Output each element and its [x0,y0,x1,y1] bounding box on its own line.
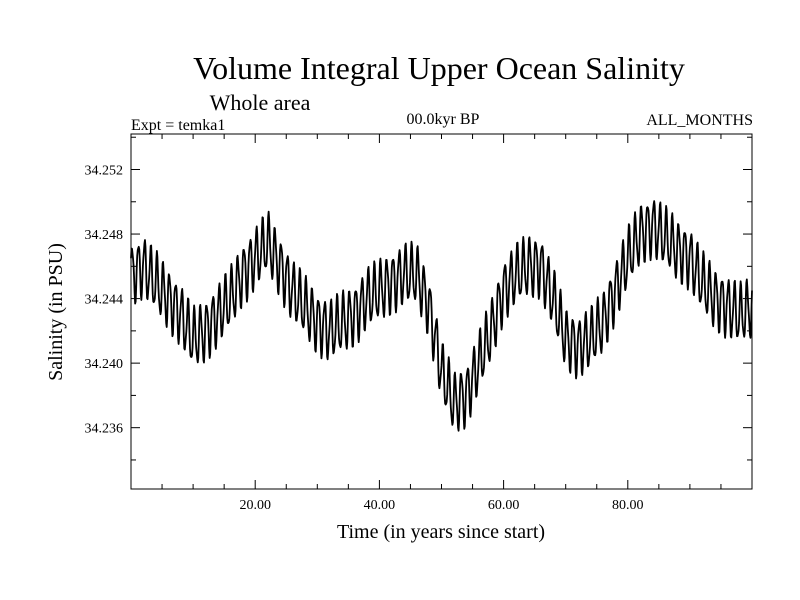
y-tick-label: 34.236 [85,422,124,437]
salinity-line [130,200,753,432]
y-tick-label: 34.244 [85,293,124,308]
experiment-label: Expt = temka1 [131,117,225,134]
chart-title: Volume Integral Upper Ocean Salinity [193,50,685,86]
x-tick-label: 40.00 [364,498,396,513]
x-tick-label: 20.00 [239,498,271,513]
chart-subtitle: Whole area [210,90,311,115]
x-tick-labels: 20.00 40.00 60.00 80.00 [239,498,643,513]
y-axis-label: Salinity (in PSU) [45,243,67,381]
y-tick-label: 34.248 [85,228,124,243]
y-tick-label: 34.240 [85,357,124,372]
x-tick-label: 80.00 [612,498,644,513]
months-label: ALL_MONTHS [646,112,753,129]
major-ticks [131,134,752,489]
y-tick-labels: 34.236 34.240 34.244 34.248 34.252 [85,164,124,437]
period-label: 00.0kyr BP [407,111,480,128]
y-tick-label: 34.252 [85,164,124,179]
x-tick-label: 60.00 [488,498,520,513]
x-axis-label: Time (in years since start) [337,521,545,543]
